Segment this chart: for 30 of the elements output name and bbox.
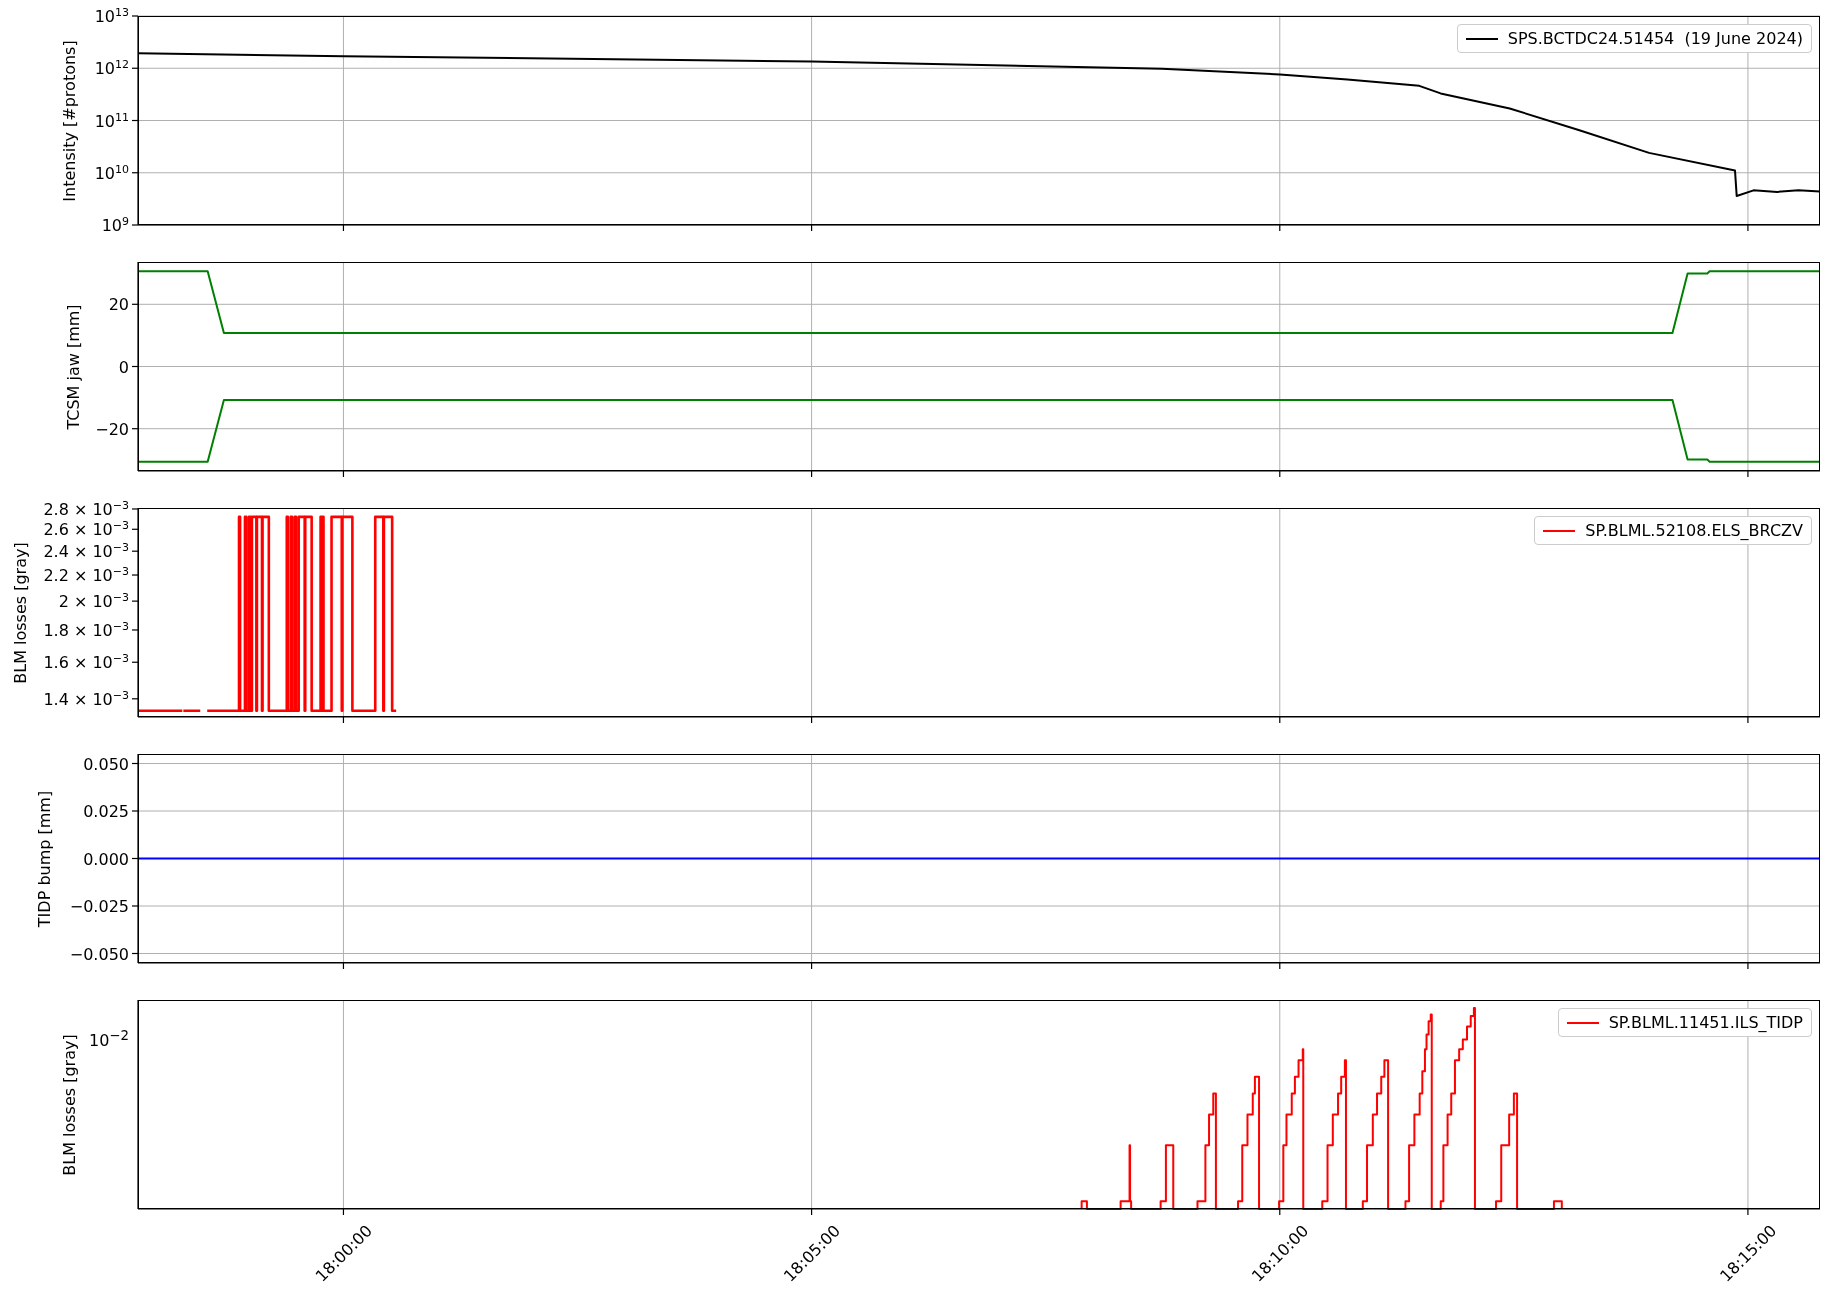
y-tick-label: −0.025 [69, 897, 129, 916]
y-tick-label: 10$^{13}$ [94, 5, 129, 26]
y-tick-label: 10$^{12}$ [94, 57, 129, 79]
y-tick-label: 2.6 × 10$^{−3}$ [43, 518, 129, 540]
y-tick-label: 0.050 [83, 754, 129, 774]
y-axis-title: Intensity [#protons] [59, 39, 79, 202]
y-tick-label: 0.000 [83, 849, 129, 869]
y-axis-title: TCSM jaw [mm] [63, 303, 83, 430]
y-tick-label: −20 [95, 419, 129, 439]
y-tick-label: 0 [118, 357, 129, 377]
y-tick-label: 2.2 × 10$^{−3}$ [43, 564, 129, 586]
legend-label: SP.BLML.52108.ELS_BRCZV [1585, 521, 1803, 540]
y-tick-label: 10$^{9}$ [101, 214, 129, 235]
y-tick-label: 10$^{10}$ [94, 162, 129, 183]
y-tick-label: 10$^{11}$ [94, 110, 129, 131]
y-tick-label: 2 × 10$^{−3}$ [58, 590, 129, 612]
y-tick-label: 1.8 × 10$^{−3}$ [43, 619, 129, 640]
y-tick-label: 1.4 × 10$^{−3}$ [43, 688, 129, 709]
y-tick-label: 1.6 × 10$^{−3}$ [43, 651, 129, 673]
y-tick-label: 2.4 × 10$^{−3}$ [43, 540, 129, 562]
y-tick-label: 2.8 × 10$^{−3}$ [43, 498, 129, 519]
y-axis-title: BLM losses [gray] [59, 1033, 79, 1176]
y-axis-title: TIDP bump [mm] [34, 790, 54, 927]
y-tick-label: −0.050 [69, 944, 129, 964]
text: 10$^{−2}$ [88, 1028, 129, 1051]
legend-label: SPS.BCTDC24.51454 (19 June 2024) [1507, 29, 1803, 48]
legend-label: SP.BLML.11451.ILS_TIDP [1608, 1013, 1803, 1032]
y-axis-title: BLM losses [gray] [10, 541, 30, 684]
y-tick-label: 20 [108, 295, 129, 315]
y-tick-label: 0.025 [83, 802, 129, 821]
